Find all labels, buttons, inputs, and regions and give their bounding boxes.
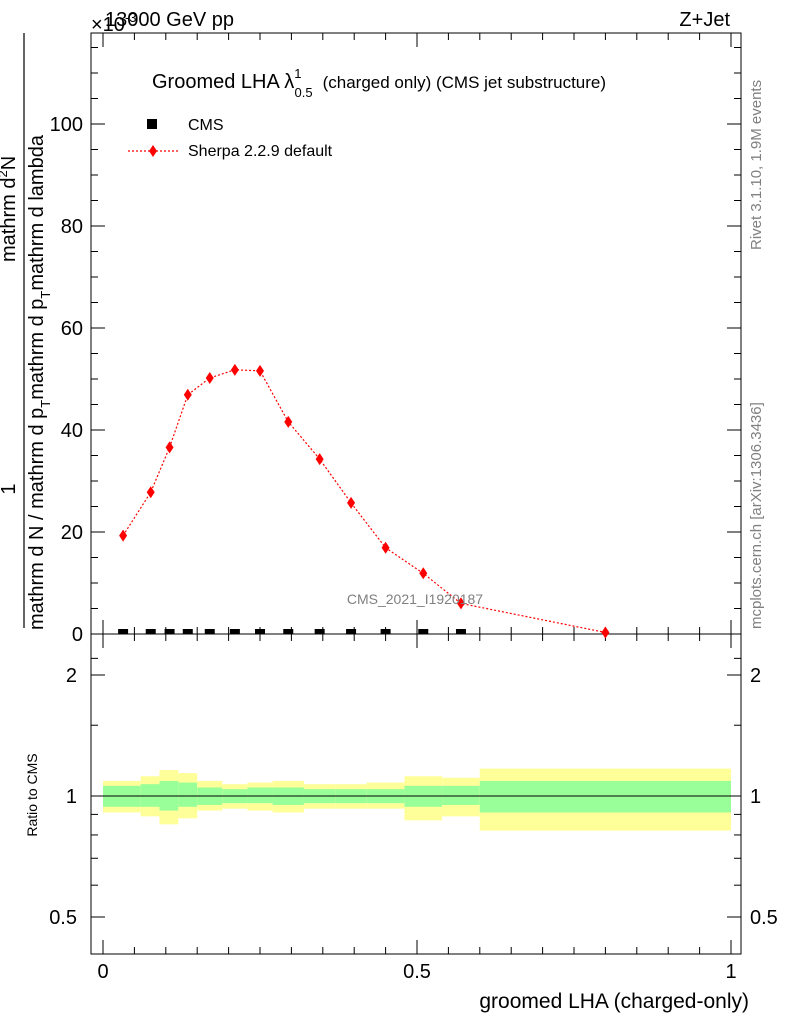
ratio-band-inner [178, 782, 198, 807]
mcplots-label: mcplots.cern.ch [arXiv:1306.3436] [748, 402, 765, 629]
main-y-ticks: 0 20 40 60 80 100 [50, 47, 741, 646]
cms-point [314, 629, 325, 634]
ratio-band-inner [442, 785, 480, 805]
cms-point [283, 629, 294, 634]
sherpa-point [456, 597, 465, 610]
ratio-band-inner [479, 780, 731, 813]
x-tick-label: 0 [97, 961, 108, 983]
ratio-y-tick-label-right: 0.5 [750, 907, 778, 929]
ratio-y-tick-label-right: 2 [750, 665, 761, 687]
plot-title: Groomed LHA λ1 0.5(charged only) (CMS jet… [152, 66, 606, 100]
ratio-band-inner [247, 787, 273, 804]
cms-point [182, 629, 193, 634]
cms-point [418, 629, 429, 634]
sherpa-point [205, 371, 214, 384]
ratio-y-ticks: 0.5 0.5 1 1 2 2 [49, 657, 778, 929]
cms-point [229, 629, 240, 634]
exponent-label: ×10-3 [91, 10, 137, 36]
legend-sherpa-label: Sherpa 2.2.9 default [188, 143, 333, 160]
legend-cms-marker [147, 119, 157, 129]
rivet-version-label: Rivet 3.1.10, 1.9M events [748, 80, 765, 250]
sherpa-point [284, 415, 293, 428]
cms-point [455, 629, 466, 634]
sherpa-point [119, 529, 128, 542]
cms-point [346, 629, 357, 634]
svg-text:1: 1 [0, 483, 20, 494]
svg-text:mathrm d2N: mathrm d2N [0, 156, 20, 262]
main-y-tick-label: 100 [50, 114, 83, 136]
sherpa-point [601, 626, 610, 639]
sherpa-point [146, 486, 155, 499]
x-tick-label: 0.5 [403, 961, 431, 983]
ratio-plot-frame [90, 633, 742, 955]
sherpa-point [165, 441, 174, 454]
ratio-y-axis-label: Ratio to CMS [24, 753, 40, 836]
sherpa-point [315, 453, 324, 466]
sherpa-point [347, 496, 356, 509]
cms-series [118, 629, 466, 634]
legend: CMS Sherpa 2.2.9 default [128, 117, 333, 160]
x-tick-label: 1 [725, 961, 736, 983]
ratio-y-tick-label: 1 [66, 786, 77, 808]
cms-point [145, 629, 156, 634]
ratio-y-tick-label: 0.5 [49, 907, 77, 929]
sherpa-point [256, 364, 264, 377]
energy-label: 13000 GeV pp [105, 9, 234, 31]
sherpa-point [419, 567, 428, 580]
main-y-tick-label: 60 [61, 318, 83, 340]
legend-cms-label: CMS [188, 117, 224, 134]
legend-sherpa-marker [149, 145, 157, 157]
analysis-watermark: CMS_2021_I1920187 [347, 591, 483, 607]
ratio-y-tick-label: 2 [66, 665, 77, 687]
cms-point [164, 629, 175, 634]
cms-point [204, 629, 215, 634]
sherpa-point [183, 388, 192, 401]
main-y-axis-label: 1 mathrm d N / mathrm d pTmathrm d pTmat… [0, 33, 53, 630]
sherpa-line [122, 369, 606, 634]
sherpa-point [230, 363, 239, 376]
cms-point [380, 629, 391, 634]
sherpa-point [381, 541, 390, 554]
x-ticks: 0 0.5 1 [97, 33, 737, 983]
cms-point [255, 629, 265, 634]
cms-point [118, 629, 129, 634]
sherpa-series [119, 363, 610, 639]
main-y-tick-label: 20 [61, 522, 83, 544]
process-label: Z+Jet [679, 9, 730, 31]
main-y-tick-label: 0 [72, 624, 83, 646]
ratio-y-tick-label-right: 1 [750, 786, 761, 808]
svg-text:mathrm d N / mathrm d pTmathrm: mathrm d N / mathrm d pTmathrm d pTmathr… [26, 134, 53, 630]
x-axis-label: groomed LHA (charged-only) [479, 990, 749, 1013]
ratio-band-inner [140, 784, 160, 807]
main-y-tick-label: 40 [61, 420, 83, 442]
ratio-bands [103, 768, 731, 831]
main-y-tick-label: 80 [61, 216, 83, 238]
